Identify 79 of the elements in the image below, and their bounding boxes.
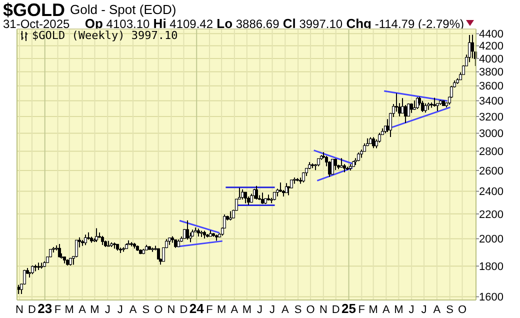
x-tick-label: A <box>382 304 391 316</box>
x-tick-label: D <box>180 304 188 316</box>
candlestick <box>372 136 375 149</box>
y-tick-label: 1800 <box>479 260 504 273</box>
x-tick-label: 25 <box>342 301 356 316</box>
candlestick <box>58 243 61 258</box>
x-tick-label: O <box>458 304 467 316</box>
x-tick-label: J <box>257 304 263 316</box>
y-tick-label: 4400 <box>479 28 504 41</box>
x-tick-label: M <box>368 304 378 316</box>
candlestick <box>421 100 424 113</box>
candlestick <box>413 100 416 110</box>
legend-label: $GOLD (Weekly) 3997.10 <box>32 29 178 42</box>
x-tick-label: S <box>446 304 454 316</box>
y-tick-label: 3600 <box>479 80 504 93</box>
x-tick-label: M <box>242 304 252 316</box>
y-tick-label: 2000 <box>479 234 504 246</box>
x-tick-label: N <box>16 304 24 316</box>
x-tick-label: D <box>332 304 340 316</box>
candlestick <box>241 188 244 200</box>
x-tick-label: N <box>167 304 176 316</box>
candlestick <box>279 182 282 192</box>
candlestick <box>101 235 104 246</box>
x-tick-label: F <box>358 304 366 316</box>
candlestick <box>401 98 404 114</box>
candlestick <box>404 104 407 124</box>
candlestick <box>75 240 78 258</box>
y-tick-label: 2600 <box>479 165 504 178</box>
chart-subtitle: Gold - Spot (EOD) <box>70 2 176 17</box>
x-tick-label: M <box>394 304 404 316</box>
candlestick <box>229 210 232 221</box>
x-tick-label: M <box>64 304 74 316</box>
x-tick-label: S <box>142 304 150 316</box>
y-tick-label: 3200 <box>479 111 504 124</box>
y-tick-label: 3000 <box>479 128 504 140</box>
candlestick <box>424 102 427 114</box>
x-tick-label: A <box>230 304 239 316</box>
y-tick-label: 1600 <box>479 292 504 304</box>
candlestick <box>261 192 264 204</box>
x-tick-label: S <box>294 304 302 316</box>
x-tick-label: J <box>117 304 123 316</box>
y-tick-label: 4200 <box>479 40 504 53</box>
candlestick <box>244 192 247 204</box>
x-tick-label: D <box>28 304 36 316</box>
candlestick <box>331 158 334 175</box>
candlestick <box>395 92 398 112</box>
x-tick-label: 23 <box>38 301 52 316</box>
x-tick-label: A <box>433 304 442 316</box>
candlestick <box>334 158 337 170</box>
y-tick-label: 3400 <box>479 96 504 108</box>
candlestick <box>285 182 288 194</box>
x-tick-label: M <box>216 304 226 316</box>
x-tick-label: J <box>104 304 110 316</box>
x-tick-label: A <box>78 304 87 316</box>
x-tick-label: 24 <box>189 301 205 316</box>
candlestick <box>468 34 471 63</box>
candlestick <box>186 220 189 240</box>
x-tick-label: F <box>54 304 62 316</box>
x-tick-label: J <box>421 304 427 316</box>
y-tick-label: 3800 <box>479 66 504 79</box>
y-tick-label: 2400 <box>479 186 504 198</box>
y-tick-label: 2800 <box>479 146 504 158</box>
candlestick <box>255 185 258 200</box>
x-tick-label: N <box>319 304 328 316</box>
candlestick <box>84 234 87 246</box>
x-tick-label: O <box>306 304 316 316</box>
x-tick-label: F <box>206 304 214 316</box>
candlestick <box>471 34 474 59</box>
annotation: 31-Oct-2025 <box>3 17 70 31</box>
x-tick-label: J <box>270 304 276 316</box>
x-tick-label: M <box>90 304 100 316</box>
x-tick-label: J <box>408 304 414 316</box>
candlestick <box>189 232 192 243</box>
y-tick-label: 4000 <box>479 53 504 66</box>
x-tick-label: A <box>281 304 290 316</box>
x-tick-label: O <box>154 304 164 316</box>
chart-title: $GOLD <box>3 0 66 20</box>
y-tick-label: 2200 <box>479 208 504 221</box>
x-tick-label: A <box>129 304 138 316</box>
